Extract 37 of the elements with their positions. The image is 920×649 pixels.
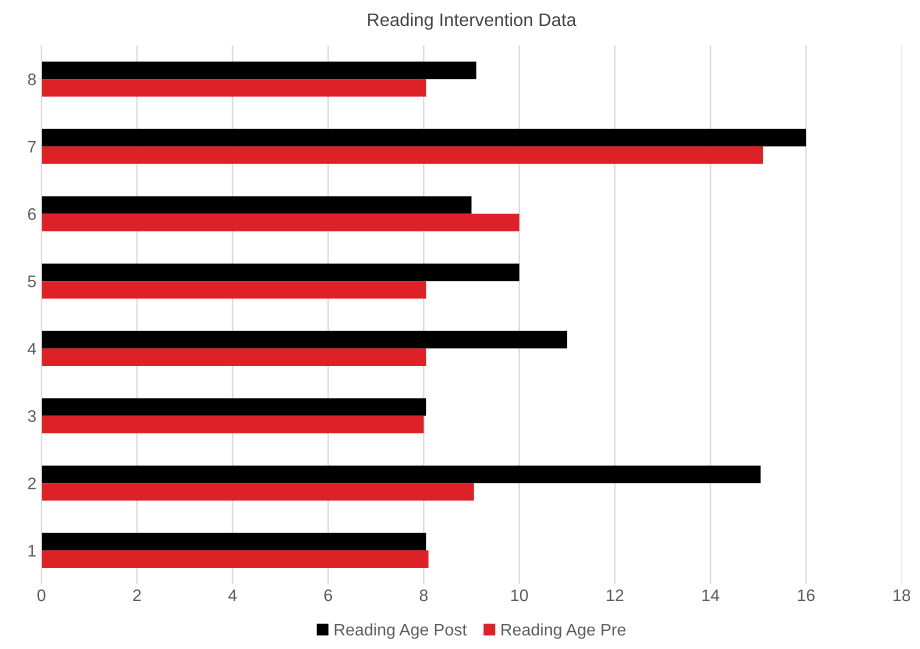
bar: [41, 550, 428, 568]
bar: [41, 62, 476, 80]
bar: [41, 416, 424, 434]
x-tick-label: 16: [798, 589, 815, 602]
x-tick-label: 0: [37, 589, 46, 602]
bar: [41, 79, 426, 97]
y-tick-label: 5: [28, 276, 36, 288]
x-tick-label: 2: [133, 589, 141, 602]
bar: [41, 466, 761, 484]
chart-title: Reading Intervention Data: [368, 12, 576, 30]
bar: [41, 532, 426, 550]
x-tick-label: 14: [702, 590, 720, 602]
x-tick-label: 10: [511, 589, 528, 602]
y-tick-label: 6: [28, 208, 36, 220]
bar: [41, 281, 426, 299]
x-tick-label: 12: [606, 589, 624, 602]
bar: [41, 398, 426, 416]
y-tick-label: 4: [28, 343, 36, 354]
y-tick-label: 8: [28, 74, 36, 86]
y-tick-label: 1: [28, 545, 36, 556]
bar: [41, 214, 520, 232]
bar: [41, 128, 806, 146]
bar: [41, 196, 472, 214]
y-tick-label: 3: [28, 410, 36, 422]
legend-label: Reading Age Pre: [502, 623, 626, 639]
bar: [41, 146, 764, 164]
y-tick-label: 7: [28, 141, 36, 152]
bar: [41, 264, 520, 282]
legend-label: Reading Age Post: [334, 623, 467, 639]
bar: [41, 483, 474, 501]
x-tick-label: 4: [228, 590, 237, 602]
bar: [41, 330, 568, 348]
y-tick-label: 2: [28, 478, 36, 490]
x-tick-label: 18: [894, 589, 910, 602]
x-tick-label: 8: [420, 589, 428, 602]
bar: [41, 348, 426, 366]
x-tick-label: 6: [324, 589, 332, 602]
